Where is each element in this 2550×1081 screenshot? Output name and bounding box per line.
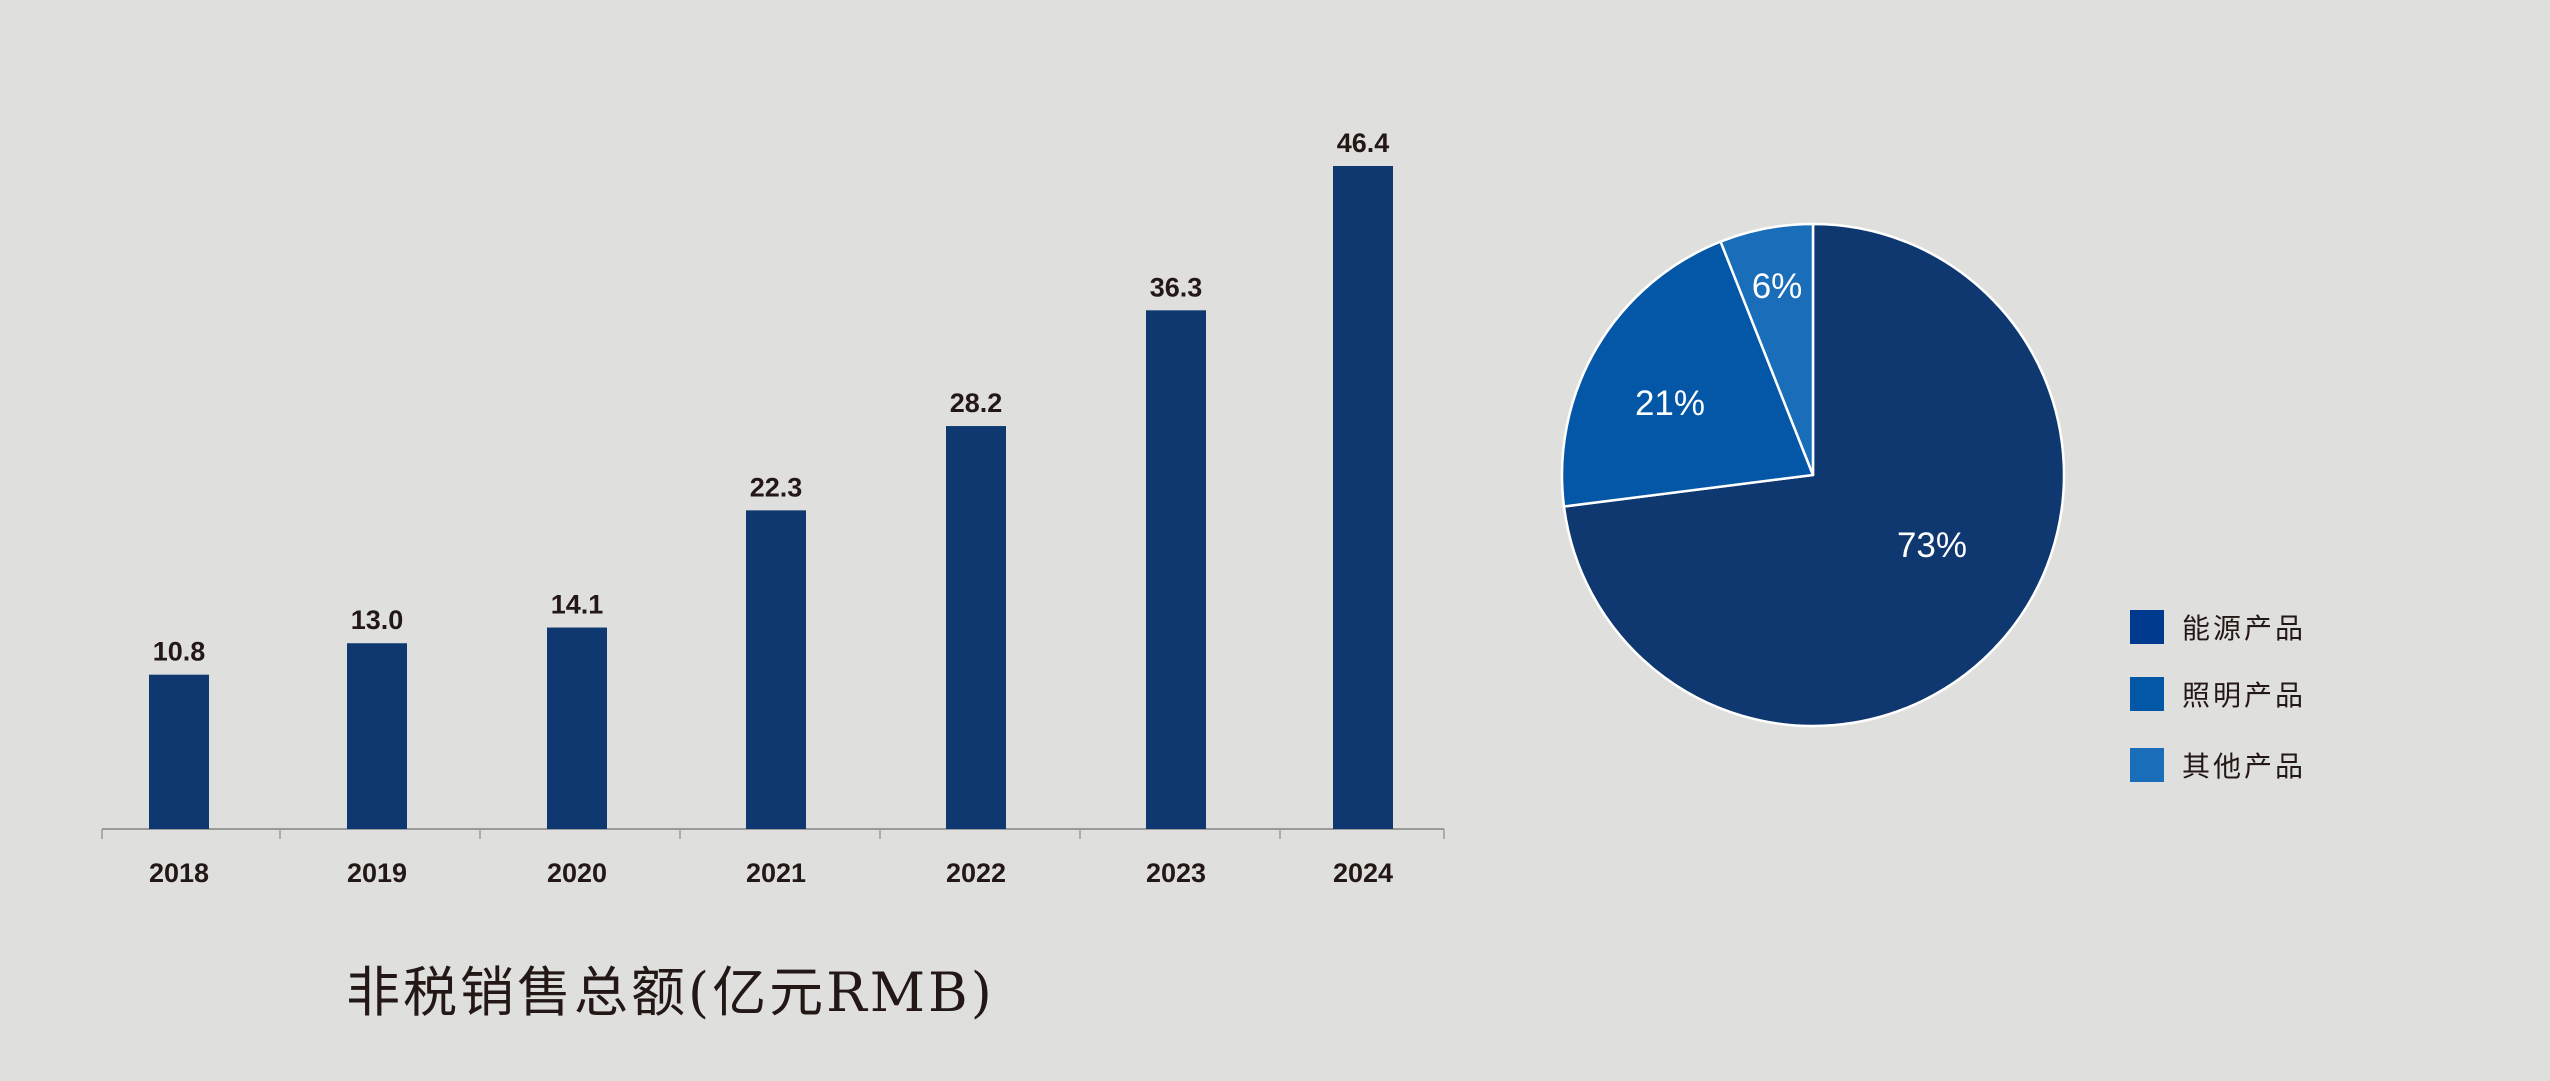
x-tick-label: 2022 (946, 858, 1006, 888)
bar-2019 (347, 643, 407, 829)
bar-2023 (1146, 310, 1206, 830)
pie-slice-label: 6% (1752, 267, 1803, 306)
pie-slice-1 (1560, 240, 1815, 508)
x-tick-label: 2018 (149, 858, 209, 888)
bar-2024 (1333, 166, 1393, 829)
bar-value-label: 36.3 (1150, 272, 1203, 302)
legend-swatch (2130, 610, 2164, 644)
x-tick-label: 2024 (1333, 858, 1393, 888)
legend-swatch (2130, 677, 2164, 711)
bar-value-label: 28.2 (950, 388, 1003, 418)
pie-slice-label: 73% (1897, 526, 1967, 565)
bar-value-label: 22.3 (750, 472, 803, 502)
x-tick-label: 2023 (1146, 858, 1206, 888)
bar-value-label: 10.8 (153, 637, 206, 667)
x-tick-label: 2019 (347, 858, 407, 888)
x-tick-label: 2020 (547, 858, 607, 888)
bar-2018 (149, 674, 209, 829)
bar-value-label: 46.4 (1337, 128, 1390, 158)
bar-2021 (746, 510, 806, 829)
x-tick-label: 2021 (746, 858, 806, 888)
legend-label: 照明产品 (2182, 679, 2306, 712)
pie-slice-label: 21% (1635, 384, 1705, 423)
bar-value-label: 13.0 (351, 605, 404, 635)
legend-label: 能源产品 (2182, 612, 2306, 645)
bar-2020 (547, 627, 607, 829)
bar-value-label: 14.1 (551, 590, 604, 620)
legend-swatch (2130, 748, 2164, 782)
bar-chart-title: 非税销售总额(亿元RMB) (346, 961, 995, 1024)
pie-slice-2 (1719, 222, 1815, 477)
bar-2022 (946, 426, 1006, 829)
legend-label: 其他产品 (2182, 750, 2306, 783)
